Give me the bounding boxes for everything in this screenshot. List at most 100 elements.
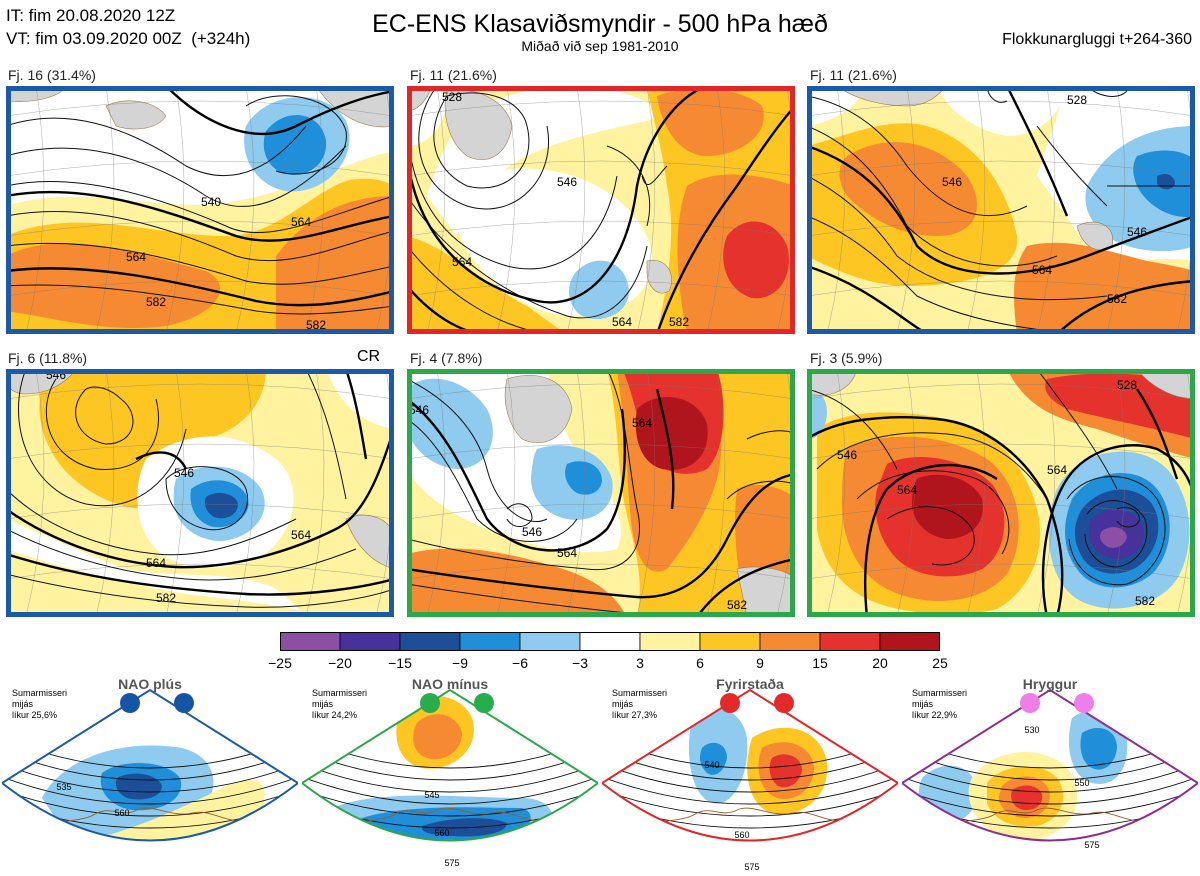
cluster-label-6: Fj. 3 (5.9%)	[810, 350, 883, 366]
regime-anomaly	[1080, 728, 1117, 770]
height-contour	[6, 211, 394, 262]
contour-label: 582	[727, 598, 747, 612]
height-contour	[1066, 476, 1166, 586]
anomaly-shading	[635, 397, 708, 470]
regime-info: Sumarmisseri mijás líkur 24,2%	[312, 688, 368, 720]
height-contour	[1084, 500, 1148, 568]
coastline	[941, 807, 1153, 829]
regime-name: NAO mínus	[411, 676, 489, 692]
contour-label: 564	[1047, 463, 1067, 477]
anomaly-shading	[276, 196, 394, 334]
colorbar-tick-label: −20	[328, 655, 352, 671]
regime-contour	[2, 763, 298, 793]
height-contour	[1036, 125, 1108, 207]
contour-label: 564	[632, 416, 652, 430]
graticule	[407, 369, 795, 617]
height-contour-major	[807, 144, 1195, 275]
height-contour	[6, 145, 347, 207]
height-contour-major	[407, 398, 626, 552]
height-contour	[641, 165, 668, 185]
anomaly-shading	[565, 461, 602, 495]
regime-anomaly	[413, 714, 462, 760]
height-contour	[75, 386, 134, 445]
height-contour	[856, 470, 1010, 555]
height-contour	[18, 369, 187, 507]
cluster-label-5: Fj. 4 (7.8%)	[410, 350, 483, 366]
height-contour-major	[6, 552, 394, 596]
cluster-map-svg: 540 564 564 582 582	[6, 86, 394, 334]
colorbar-swatch	[459, 631, 521, 652]
height-contour	[305, 369, 347, 500]
regime-name: Fyrirstaða	[716, 676, 784, 692]
regime-anomaly	[1017, 859, 1047, 871]
colorbar-swatch	[699, 631, 761, 652]
height-contour	[6, 528, 357, 581]
regime-panel: 540 560 575	[600, 678, 900, 872]
colorbar-swatch	[819, 631, 881, 652]
height-contour-major	[6, 428, 394, 569]
colorbar-swatch	[639, 631, 701, 652]
colorbar-tick-label: 3	[636, 655, 644, 671]
height-contour	[6, 284, 394, 315]
cluster-map-3: 528 546 546 564 582	[807, 86, 1195, 334]
anomaly-shading	[912, 474, 983, 539]
cluster-map-4: 546 546 564 564 582	[6, 369, 394, 617]
colorbar-tick-label: −25	[268, 655, 292, 671]
contour-label: 564	[291, 215, 311, 229]
height-contour	[165, 466, 248, 531]
contour-label: 546	[409, 403, 429, 417]
colorbar-tick-label: 9	[756, 655, 764, 671]
contour-label: 546	[837, 448, 857, 462]
regime-marker-dot	[474, 693, 494, 713]
contour-label: 564	[897, 483, 917, 497]
regime-info: Sumarmisseri mijás líkur 27,3%	[612, 688, 668, 720]
regime-contour-label: 535	[56, 782, 71, 792]
height-contour	[6, 117, 307, 177]
anomaly-shading	[839, 142, 977, 236]
anomaly-shading	[1045, 373, 1195, 439]
height-contour	[807, 95, 1028, 217]
contour-label: 546	[174, 466, 194, 480]
regime-info: Sumarmisseri mijás líkur 22,9%	[912, 688, 968, 720]
cluster-map-svg: 528 546 564 564 582	[807, 369, 1195, 617]
height-contour	[407, 115, 618, 270]
graticule	[407, 86, 795, 334]
colorbar-tick-label: 15	[812, 655, 828, 671]
height-contour-major	[135, 451, 188, 470]
colorbar-tick-label: −3	[572, 655, 588, 671]
height-contour	[807, 388, 898, 470]
colorbar-tick-label: 20	[872, 655, 888, 671]
anomaly-colorbar	[279, 631, 941, 652]
colorbar-tick-label: 6	[696, 655, 704, 671]
regime-contour-label: 575	[1084, 840, 1099, 850]
cluster-map-svg: 528 546 564 564 582	[407, 86, 795, 334]
height-contour	[506, 503, 533, 527]
height-contour	[726, 480, 795, 500]
regime-contour	[2, 776, 298, 805]
regime-outline	[300, 688, 600, 842]
regime-contour	[2, 842, 298, 864]
regime-contour	[902, 776, 1198, 805]
contour-label: 546	[46, 369, 66, 382]
land-mask	[105, 100, 167, 130]
header-run-info: IT: fim 20.08.2020 12Z VT: fim 03.09.2020…	[6, 4, 250, 50]
regime-contour	[902, 750, 1198, 781]
anomaly-shading	[407, 548, 627, 617]
coastline	[641, 807, 853, 829]
regime-marker-dot	[174, 693, 194, 713]
regime-contour	[902, 842, 1198, 864]
height-contour	[816, 432, 1048, 500]
anomaly-shading	[407, 378, 493, 469]
contour-label: 564	[612, 315, 632, 329]
height-contour	[407, 508, 641, 571]
height-contour-major	[1005, 86, 1069, 217]
height-contour	[245, 95, 347, 175]
regime-contour	[602, 776, 898, 805]
land-mask	[504, 375, 573, 444]
contour-label: 564	[452, 255, 472, 269]
height-contour-major	[6, 190, 394, 242]
height-contour	[407, 378, 548, 522]
anomaly-shading	[723, 221, 789, 299]
contour-label: 564	[291, 528, 311, 542]
cluster-label-1: Fj. 16 (31.4%)	[8, 67, 96, 83]
